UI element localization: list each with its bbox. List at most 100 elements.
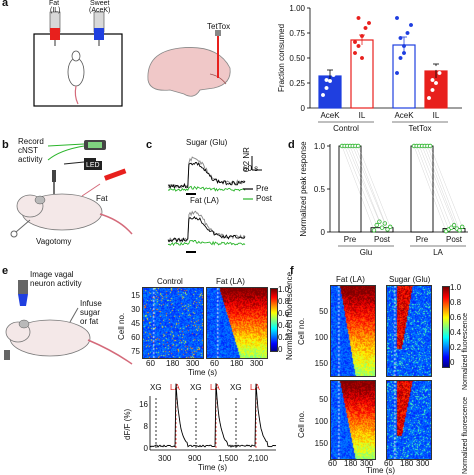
heatmap-e-xtick: 300 <box>186 359 200 368</box>
x-tick-label: IL <box>433 111 440 120</box>
x-tick-label: AceK <box>320 111 340 120</box>
heatmap-f-sugar-top <box>386 285 432 377</box>
fat-pre-shading <box>167 210 246 243</box>
heatmap-e-fat <box>206 287 268 359</box>
bottle-sweet-label: Sweet <box>90 0 110 7</box>
y-tick-label: 1.00 <box>289 4 305 13</box>
fat-post-trace <box>167 240 246 247</box>
data-point <box>356 16 361 21</box>
y-tick-label: 0 <box>301 104 306 113</box>
data-point <box>352 40 357 45</box>
legend-post: Post <box>256 194 273 203</box>
heatmap-f-sugar-bottom <box>386 380 432 460</box>
data-point <box>352 51 357 56</box>
data-point <box>430 87 435 92</box>
fat-pre-trace <box>167 215 246 244</box>
pair-line <box>416 145 449 230</box>
data-point <box>321 92 326 97</box>
ca-traces <box>167 156 262 253</box>
colorbar-e-tick: 0.2 <box>278 333 290 342</box>
data-point <box>440 61 445 66</box>
heatmap-f-ytick: 150 <box>314 359 328 368</box>
group-label: Control <box>333 124 359 133</box>
pair-line <box>413 145 447 232</box>
heatmap-f-xtick: 300 <box>360 459 374 468</box>
heatmap-f-ytick: 50 <box>319 307 328 316</box>
trace-e-ytick: 8 <box>143 422 148 431</box>
heatmap-e-xtick: 300 <box>250 359 264 368</box>
y-axis-label: Fraction consumed <box>277 24 286 92</box>
heatmap-e-ytick: 75 <box>131 347 140 356</box>
group-label: Glu <box>360 248 372 257</box>
panel-e-label: e <box>2 265 9 277</box>
fraction-consumed-chart: 0 0.25 0.50 0.75 1.00 Fraction consumed AceK IL… <box>277 4 462 133</box>
pair-line <box>427 145 460 231</box>
heatmap-f-xtick: 180 <box>400 459 414 468</box>
y-tick-label: 0.5 <box>314 185 326 194</box>
heatmap-e-title-left: Control <box>157 277 183 286</box>
normalized-peak-chart: 0 0.5 1.0 Normalized peak response Pre Post Pr… <box>299 141 468 257</box>
heatmap-f-ytick: 50 <box>319 395 328 404</box>
x-tick-label: Pre <box>416 235 429 244</box>
heatmap-e-control <box>142 287 204 359</box>
pair-line <box>430 145 463 227</box>
heatmap-f-xtick: 60 <box>328 459 337 468</box>
data-point <box>408 23 413 28</box>
bottle-fat-label: Fat <box>49 0 60 7</box>
heatmap-e-xtick: 180 <box>166 359 180 368</box>
image-label-1: Image vagal <box>30 270 74 279</box>
heatmap-f-title-left: Fat (LA) <box>336 275 365 284</box>
panel-d-label: d <box>288 139 295 151</box>
sugar-trace-title: Sugar (Glu) <box>186 138 228 147</box>
data-point <box>324 77 329 82</box>
heatmap-f-xtick: 60 <box>384 459 393 468</box>
data-point <box>324 85 329 90</box>
data-point <box>426 51 431 56</box>
heatmap-e-xtick: 60 <box>210 359 219 368</box>
bar <box>442 228 466 233</box>
x-tick-label: Pre <box>344 235 357 244</box>
data-point <box>459 224 465 230</box>
colorbar-f-tick: 0.2 <box>450 343 462 352</box>
bottle-acek-label: (AceK) <box>89 7 111 14</box>
data-point <box>427 143 433 149</box>
infuse-label-3: or fat <box>80 317 99 326</box>
trace-e-stim-label: LA <box>250 383 260 392</box>
heatmap-f-ytick: 150 <box>314 439 328 448</box>
panel-a-label: a <box>2 0 9 9</box>
colorbar-f-label-lower: Normalized fluorescence <box>462 396 469 474</box>
heatmap-e-ytick: 60 <box>131 333 140 342</box>
trace-e-ytick: 0 <box>143 444 148 453</box>
infuse-label-1: Infuse <box>80 299 102 308</box>
colorbar-e-tick: 1.0 <box>278 285 290 294</box>
heatmap-f-xtick: 300 <box>416 459 430 468</box>
data-point <box>366 21 371 26</box>
pair-line <box>352 145 385 224</box>
data-point <box>359 56 364 61</box>
recording-setup-illustration <box>10 140 133 238</box>
panel-b-label: b <box>2 139 9 151</box>
data-point <box>430 77 435 82</box>
colorbar-f-label: Normalized fluorescence <box>462 312 469 390</box>
trace-e-ylabel: dF/F (%) <box>123 408 132 440</box>
sugar-pre-shading <box>167 156 246 189</box>
df-f-trace-line <box>149 383 277 448</box>
record-label-2: cNST <box>18 146 38 155</box>
colorbar-f-tick: 0.8 <box>450 298 462 307</box>
infuse-label-2: sugar <box>80 308 101 317</box>
heatmap-e-ytick: 30 <box>131 305 140 314</box>
group-label: LA <box>433 248 443 257</box>
data-point <box>437 70 442 75</box>
data-point <box>405 31 410 36</box>
led-label: LED <box>84 161 102 170</box>
heatmap-e-ytick: 45 <box>131 319 140 328</box>
heatmap-f-ylabel-top: Cell no. <box>297 317 306 345</box>
bar <box>350 39 374 109</box>
record-label-3: activity <box>18 155 43 164</box>
bottle-il-label: (IL) <box>50 7 61 14</box>
data-point <box>363 26 368 31</box>
colorbar-f-tick: 0.4 <box>450 328 462 337</box>
y-axis-label: Normalized peak response <box>299 141 308 237</box>
colorbar-e-tick: 0.6 <box>278 309 290 318</box>
trace-e-stim-label: XG <box>230 383 242 392</box>
